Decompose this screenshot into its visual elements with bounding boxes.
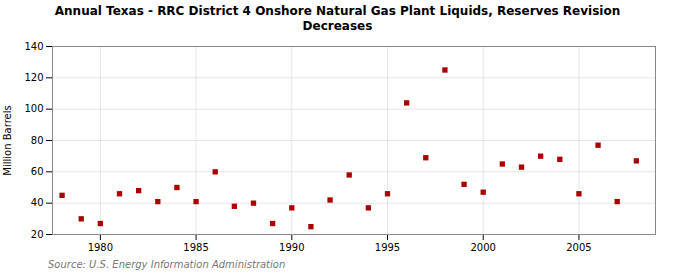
svg-text:120: 120	[24, 72, 43, 83]
svg-text:140: 140	[24, 41, 43, 52]
svg-text:1980: 1980	[88, 242, 113, 253]
svg-text:1985: 1985	[183, 242, 208, 253]
html-text:Source: U.S. Energy Informatio: Source: U.S. Energy Information Administ…	[48, 259, 286, 270]
html-text:Annual Texas - RRC District 4: Annual Texas - RRC District 4 Onshore Na…	[54, 4, 621, 33]
svg-text:1990: 1990	[279, 242, 304, 253]
svg-text:100: 100	[24, 103, 43, 114]
svg-text:40: 40	[31, 197, 44, 208]
svg-text:80: 80	[31, 135, 44, 146]
svg-text:20: 20	[31, 229, 44, 240]
svg-text:60: 60	[31, 166, 44, 177]
svg-text:2000: 2000	[470, 242, 495, 253]
svg-text:1995: 1995	[375, 242, 400, 253]
svg-text:2005: 2005	[566, 242, 591, 253]
svg-text:Million Barrels: Million Barrels	[2, 105, 13, 175]
